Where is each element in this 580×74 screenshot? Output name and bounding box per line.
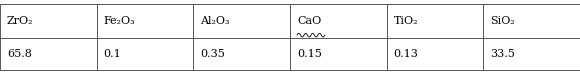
Text: 0.35: 0.35 <box>200 49 225 59</box>
Text: 0.1: 0.1 <box>104 49 121 59</box>
Bar <box>0 4 580 70</box>
Text: Fe₂O₃: Fe₂O₃ <box>104 16 135 26</box>
Text: 0.15: 0.15 <box>297 49 322 59</box>
Text: 0.13: 0.13 <box>394 49 419 59</box>
Text: TiO₂: TiO₂ <box>394 16 418 26</box>
Text: 33.5: 33.5 <box>490 49 515 59</box>
Text: 65.8: 65.8 <box>7 49 32 59</box>
Text: Al₂O₃: Al₂O₃ <box>200 16 230 26</box>
Text: SiO₂: SiO₂ <box>490 16 515 26</box>
Text: CaO: CaO <box>297 16 321 26</box>
Text: ZrO₂: ZrO₂ <box>7 16 34 26</box>
